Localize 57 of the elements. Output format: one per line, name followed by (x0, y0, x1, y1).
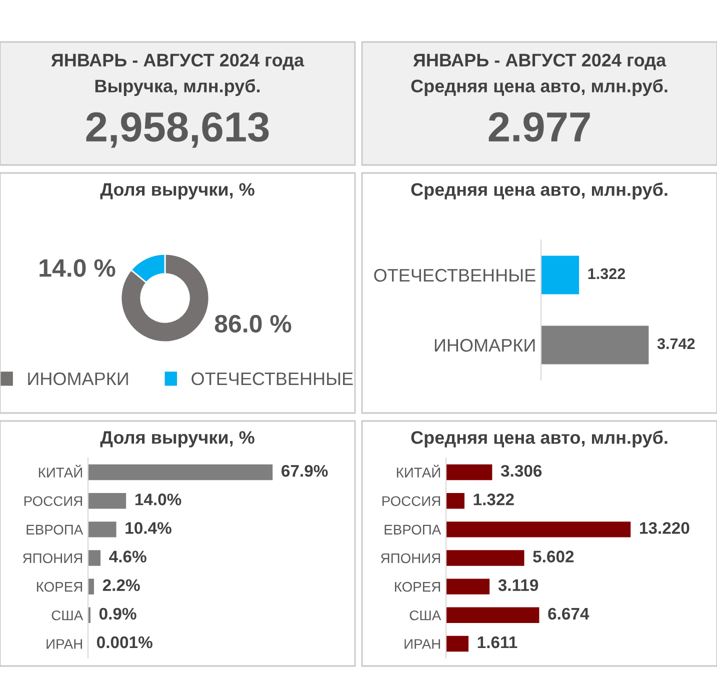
y-tick-label: РОССИЯ (382, 496, 440, 506)
text: ЯНВАРЬ - АВГУСТ 2024 года (413, 54, 666, 70)
y-tick-label: РОССИЯ (24, 496, 82, 506)
data-label: 14.0% (135, 494, 182, 506)
data-label: 1.611 (478, 636, 518, 648)
y-tick-label: США (410, 610, 442, 620)
data-label: 3.119 (498, 579, 538, 592)
data-label: 3.742 (657, 338, 695, 350)
y-tick-label: ЯПОНИЯ (380, 553, 440, 564)
y-tick-label: ЯПОНИЯ (22, 553, 82, 564)
data-label: 86.0 % (214, 314, 292, 333)
y-tick-label: ЕВРОПА (384, 524, 442, 535)
data-label: 0.9% (99, 608, 136, 620)
data-label: 0.001% (96, 636, 152, 648)
chart-title: Доля выручки, % (100, 431, 254, 448)
text: ЯНВАРЬ - АВГУСТ 2024 года (51, 54, 304, 70)
y-tick-label: США (52, 610, 84, 620)
text: Средняя цена авто, млн.руб. (411, 79, 668, 96)
bar (446, 636, 468, 652)
bar (446, 607, 540, 623)
donut-slice (120, 253, 210, 343)
bar (446, 493, 464, 509)
y-tick-label: ЕВРОПА (26, 524, 84, 535)
data-label: 2.2% (102, 579, 140, 592)
data-label: 14.0 % (40, 259, 116, 277)
y-tick-label: ОТЕЧЕСТВЕННЫЕ (374, 268, 536, 282)
text: 2,958,613 (86, 112, 269, 148)
y-tick-label: КИТАЙ (38, 464, 82, 478)
data-label: 1.322 (588, 268, 625, 280)
data-label: 67.9% (282, 464, 328, 477)
bar (446, 578, 490, 594)
bar (88, 578, 94, 594)
y-tick-label: КОРЕЯ (36, 582, 82, 592)
bar (88, 522, 116, 538)
y-tick-label: КОРЕЯ (394, 582, 440, 592)
chart-title: Доля выручки, % (100, 183, 254, 200)
bar (88, 464, 273, 480)
y-tick-label: ИРАН (46, 639, 82, 649)
legend-label: ОТЕЧЕСТВЕННЫЕ (192, 372, 353, 386)
data-label: 10.4% (126, 522, 172, 534)
bar (446, 550, 524, 566)
data-label: 5.602 (533, 550, 574, 562)
bar (446, 464, 492, 480)
chart-title: Средняя цена авто, млн.руб. (411, 430, 668, 448)
data-label: 4.6% (109, 550, 146, 562)
text: Выручка, млн.руб. (95, 79, 260, 96)
y-tick-label: ИРАН (404, 639, 440, 649)
chart-title: Средняя цена авто, млн.руб. (411, 182, 668, 200)
bar (446, 522, 631, 538)
bar (88, 493, 126, 509)
data-label: 13.220 (640, 522, 690, 534)
text: 2.977 (488, 112, 590, 142)
data-label: 6.674 (548, 608, 590, 620)
bar (88, 550, 101, 566)
y-tick-label: КИТАЙ (396, 464, 440, 478)
data-label: 1.322 (474, 494, 514, 506)
data-label: 3.306 (500, 464, 542, 477)
